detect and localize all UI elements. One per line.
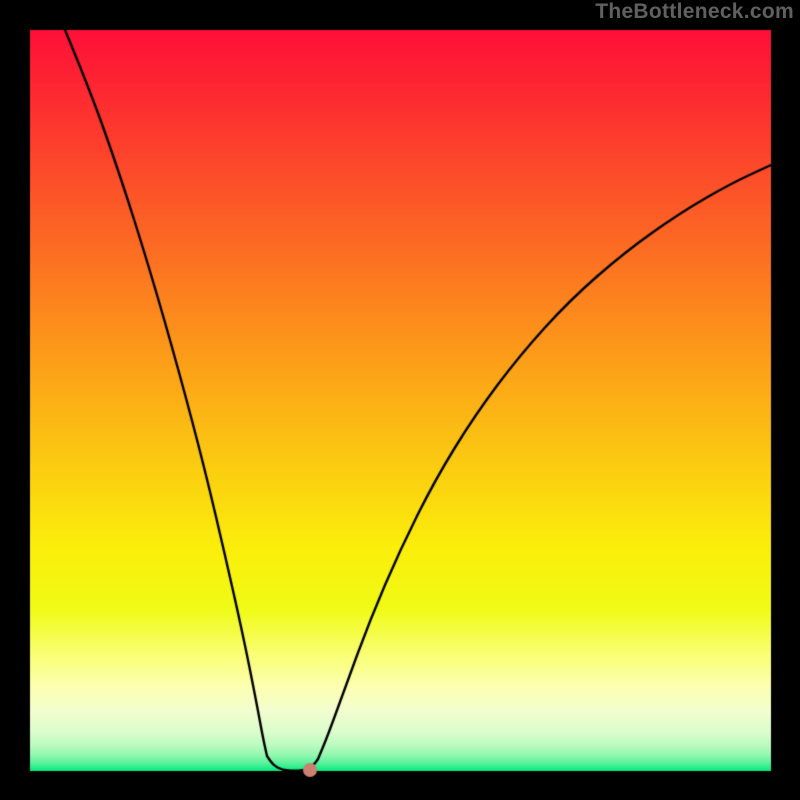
- bottleneck-chart-canvas: [0, 0, 800, 800]
- watermark-text: TheBottleneck.com: [595, 0, 794, 24]
- chart-container: TheBottleneck.com: [0, 0, 800, 800]
